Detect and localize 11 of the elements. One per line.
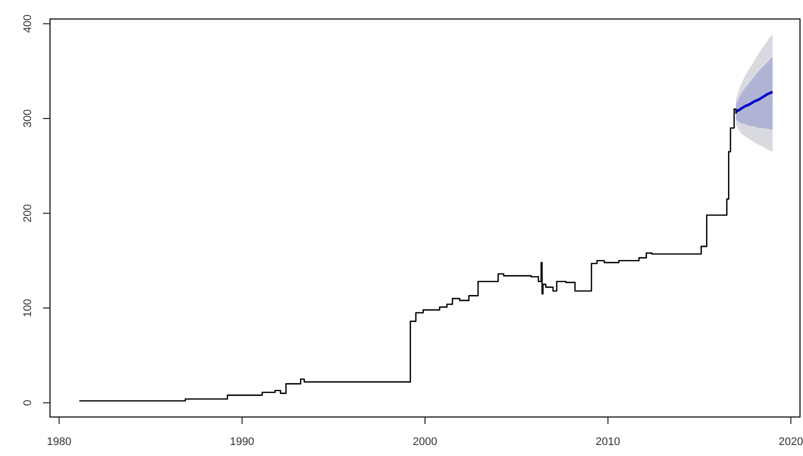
- x-tick-label: 1990: [230, 436, 254, 448]
- y-tick-label: 200: [22, 204, 34, 222]
- x-tick-label: 1980: [46, 436, 72, 448]
- line-series: [734, 90, 774, 114]
- x-tick-label: 2000: [412, 436, 438, 448]
- y-tick-label: 0: [22, 400, 34, 406]
- x-tick-label: 2010: [596, 436, 620, 448]
- y-tick-label: 300: [22, 109, 34, 128]
- y-tick-label: 400: [22, 14, 34, 33]
- x-tick-label: 2020: [778, 436, 803, 448]
- y-tick-label: 100: [22, 298, 34, 318]
